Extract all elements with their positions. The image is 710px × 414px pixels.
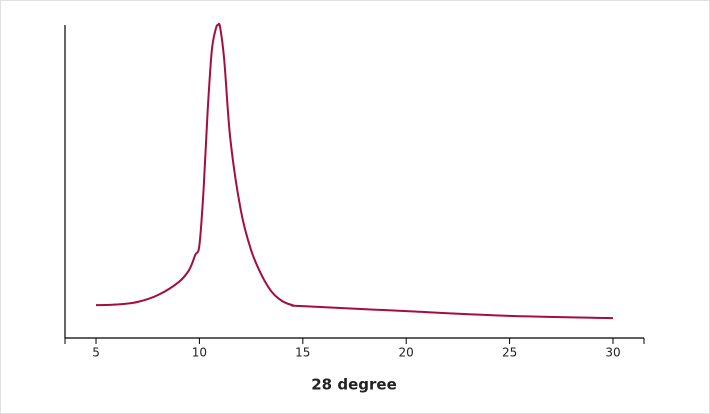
- x-tick-label: 25: [502, 346, 517, 360]
- x-tick-label: 10: [192, 346, 207, 360]
- x-tick-label: 20: [399, 346, 414, 360]
- x-tick-label: 15: [295, 346, 310, 360]
- line: [95, 22, 614, 320]
- x-tick-label: 30: [605, 346, 620, 360]
- x-tick-label: 5: [92, 346, 100, 360]
- x-axis-label: 28 degree: [311, 376, 397, 394]
